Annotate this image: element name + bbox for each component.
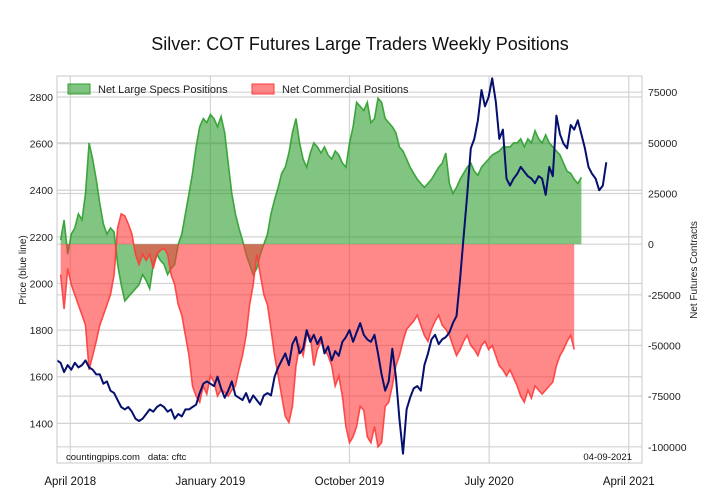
y-tick-label-right: -75000 [648, 391, 681, 403]
date-note: 04-09-2021 [583, 452, 632, 463]
y-tick-label-left: 1400 [30, 418, 54, 430]
y-tick-label-left: 2800 [30, 92, 54, 104]
y-axis-label-right: Net Futures Contracts [689, 221, 700, 319]
plot-frame [56, 75, 643, 464]
legend: Net Large Specs Positions Net Commercial… [67, 83, 409, 96]
y-tick-label-right: 0 [648, 239, 654, 251]
x-tick-label: July 2020 [465, 476, 514, 488]
axes: 1400 1600 1800 2000 2200 2400 2600 2800 75000 500… [30, 75, 687, 488]
y-tick-label-left: 1600 [30, 372, 54, 384]
x-tick-label: January 2019 [176, 476, 246, 488]
y-tick-label-right: -25000 [648, 290, 681, 302]
legend-label-commercial: Net Commercial Positions [282, 84, 409, 96]
price-line-layer [56, 77, 608, 455]
y-axis-label-left: Price (blue line) [18, 235, 29, 304]
y-tick-label-right: 75000 [648, 87, 677, 99]
price-line [56, 77, 608, 455]
legend-swatch-specs [67, 83, 91, 95]
legend-label-specs: Net Large Specs Positions [98, 84, 228, 96]
source-note: countingpips.com data: cftc [66, 452, 187, 463]
plot-area: 1400 1600 1800 2000 2200 2400 2600 2800 75000 500… [30, 75, 687, 488]
x-tick-label: April 2021 [603, 476, 655, 488]
y-tick-label-right: -50000 [648, 340, 681, 352]
legend-swatch-commercial [251, 83, 275, 95]
specs-line [59, 96, 583, 303]
y-tick-label-left: 2400 [30, 185, 54, 197]
y-tick-label-left: 1800 [30, 325, 54, 337]
y-tick-label-right: 25000 [648, 189, 677, 201]
y-tick-label-left: 2000 [30, 278, 54, 290]
commercial-area [60, 213, 575, 447]
y-tick-label-right: -100000 [648, 442, 687, 454]
x-tick-label: October 2019 [315, 476, 385, 488]
y-tick-label-right: 50000 [648, 138, 677, 150]
chart-title: Silver: COT Futures Large Traders Weekly… [151, 34, 569, 54]
y-tick-label-left: 2600 [30, 139, 54, 151]
specs-area [60, 98, 582, 301]
areas [59, 96, 583, 449]
y-tick-label-left: 2200 [30, 232, 54, 244]
x-tick-label: April 2018 [44, 476, 96, 488]
commercial-line [59, 212, 575, 449]
